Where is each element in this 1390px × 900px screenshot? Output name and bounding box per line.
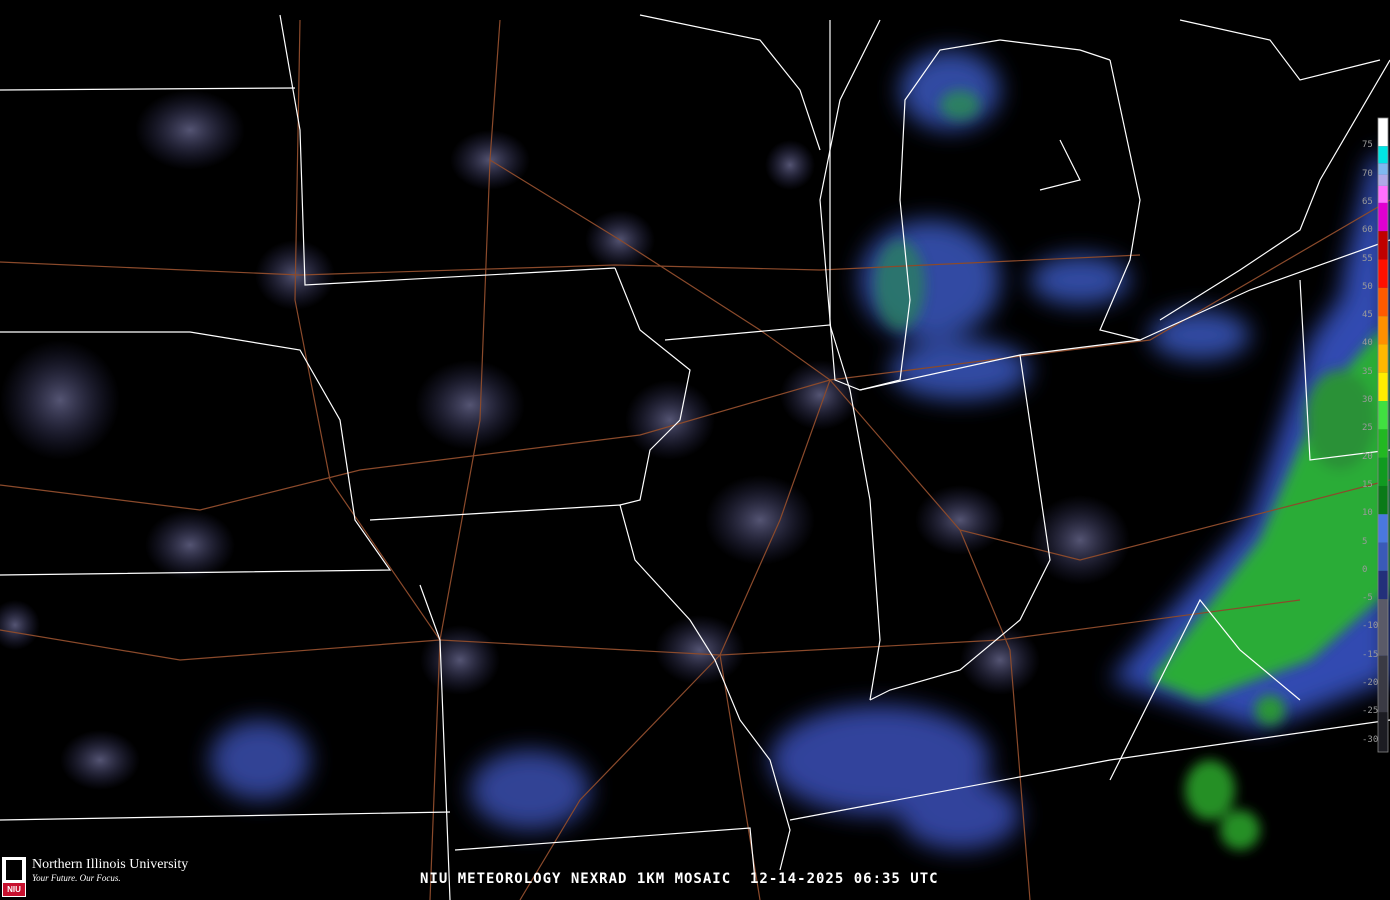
color-scale-label: -20: [1362, 678, 1379, 689]
color-scale-swatch: [1378, 287, 1388, 317]
color-scale-swatch: [1378, 231, 1388, 260]
color-scale-swatch: [1378, 259, 1388, 288]
university-tagline: Your Future. Our Focus.: [32, 873, 121, 883]
color-scale-label: 45: [1362, 310, 1373, 321]
color-scale-label: -30: [1362, 734, 1379, 745]
color-scale-swatch: [1378, 401, 1388, 430]
color-scale-label: -5: [1362, 593, 1373, 604]
color-scale-label: -10: [1362, 621, 1379, 632]
color-scale-swatch: [1378, 372, 1388, 402]
color-scale-swatch: [1378, 146, 1388, 164]
color-scale-label: -15: [1362, 649, 1379, 660]
color-scale-label: 5: [1362, 536, 1368, 547]
color-scale-swatch: [1378, 712, 1388, 752]
color-scale-label: 65: [1362, 196, 1373, 207]
color-scale-label: 40: [1362, 338, 1373, 349]
university-name: Northern Illinois University: [32, 857, 189, 872]
color-scale-swatch: [1378, 316, 1388, 345]
color-scale-label: 20: [1362, 451, 1373, 462]
color-scale-label: 35: [1362, 366, 1373, 377]
color-scale-label: -25: [1362, 706, 1379, 717]
highways: [0, 19, 1390, 900]
color-scale-label: 30: [1362, 395, 1373, 406]
niu-logo: NIU Northern Illinois University Your Fu…: [2, 857, 188, 897]
niu-seal-icon: NIU: [2, 857, 26, 897]
color-scale-label: 75: [1362, 140, 1373, 151]
color-scale-swatch: [1378, 185, 1388, 203]
color-scale-swatch: [1378, 429, 1388, 458]
color-scale-label: 15: [1362, 479, 1373, 490]
color-scale-swatch: [1378, 570, 1388, 600]
color-scale-swatch: [1378, 457, 1388, 486]
radar-echoes: [0, 50, 1390, 850]
color-scale-swatch: [1378, 202, 1388, 232]
color-scale-label: 25: [1362, 423, 1373, 434]
color-scale-label: 55: [1362, 253, 1373, 264]
color-scale-label: 10: [1362, 508, 1373, 519]
color-scale-label: 50: [1362, 281, 1373, 292]
color-scale-swatch: [1378, 118, 1388, 147]
color-scale-bar: [1377, 117, 1389, 753]
color-scale-swatch: [1378, 514, 1388, 543]
color-scale-swatch: [1378, 174, 1388, 186]
color-scale-swatch: [1378, 163, 1388, 175]
color-scale-swatch: [1378, 599, 1388, 656]
color-scale-swatch: [1378, 542, 1388, 571]
color-scale-swatch: [1378, 485, 1388, 515]
color-scale-swatch: [1378, 655, 1388, 713]
map-caption: NIU METEOROLOGY NEXRAD 1KM MOSAIC 12-14-…: [420, 871, 939, 887]
color-scale-swatch: [1378, 344, 1388, 373]
color-scale-label: 70: [1362, 168, 1373, 179]
color-scale-label: 0: [1362, 564, 1368, 575]
state-borders: [0, 14, 1390, 900]
color-scale-label: 60: [1362, 225, 1373, 236]
